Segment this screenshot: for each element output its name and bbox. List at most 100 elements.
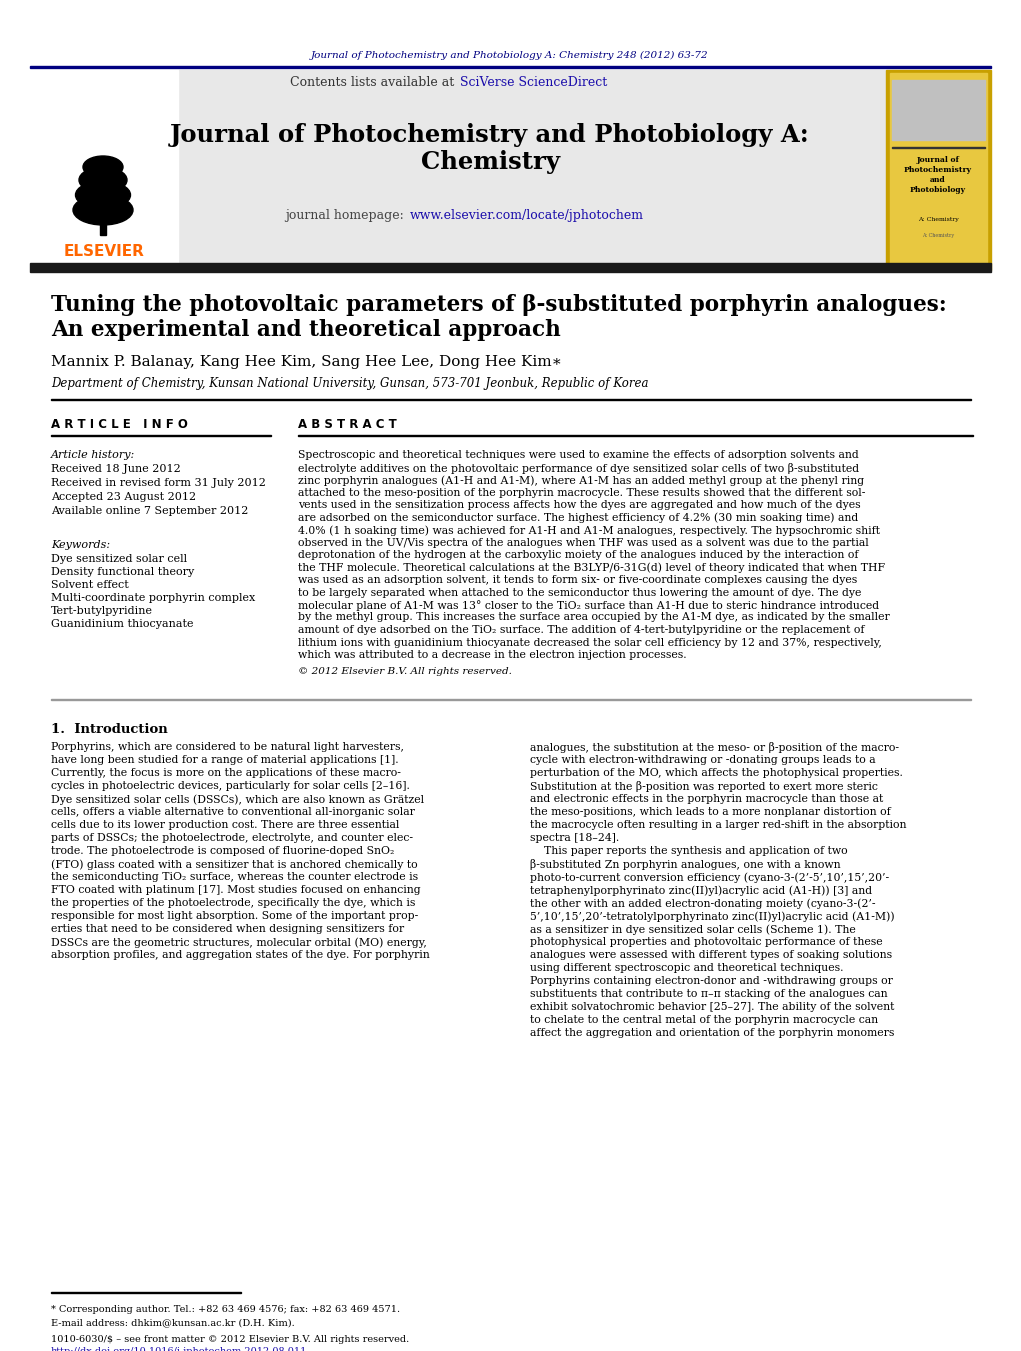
Bar bbox=[886, 70, 991, 270]
Bar bbox=[30, 65, 991, 68]
Text: Dye sensitized solar cells (DSSCs), which are also known as Grätzel: Dye sensitized solar cells (DSSCs), whic… bbox=[51, 794, 424, 805]
Text: spectra [18–24].: spectra [18–24]. bbox=[530, 834, 620, 843]
Text: Tert-butylpyridine: Tert-butylpyridine bbox=[51, 607, 153, 616]
Bar bbox=[892, 80, 985, 141]
Text: Accepted 23 August 2012: Accepted 23 August 2012 bbox=[51, 492, 196, 503]
Text: www.elsevier.com/locate/jphotochem: www.elsevier.com/locate/jphotochem bbox=[410, 208, 644, 222]
Text: tetraphenylporphyrinato zinc(II)yl)acrylic acid (A1-H)) [3] and: tetraphenylporphyrinato zinc(II)yl)acryl… bbox=[530, 885, 872, 896]
Text: zinc porphyrin analogues (A1-H and A1-M), where A1-M has an added methyl group a: zinc porphyrin analogues (A1-H and A1-M)… bbox=[298, 476, 864, 485]
Text: exhibit solvatochromic behavior [25–27]. The ability of the solvent: exhibit solvatochromic behavior [25–27].… bbox=[530, 1002, 894, 1012]
Text: 5’,10’,15’,20’-tetratolylporphyrinato zinc(II)yl)acrylic acid (A1-M)): 5’,10’,15’,20’-tetratolylporphyrinato zi… bbox=[530, 911, 894, 921]
Bar bbox=[100, 209, 106, 235]
Text: Contents lists available at: Contents lists available at bbox=[290, 77, 458, 89]
Text: analogues, the substitution at the meso- or β-position of the macro-: analogues, the substitution at the meso-… bbox=[530, 742, 900, 753]
Text: A: Chemistry: A: Chemistry bbox=[922, 232, 954, 238]
Text: Journal of Photochemistry and Photobiology A:: Journal of Photochemistry and Photobiolo… bbox=[171, 123, 810, 147]
Text: cells due to its lower production cost. There are three essential: cells due to its lower production cost. … bbox=[51, 820, 399, 830]
Text: © 2012 Elsevier B.V. All rights reserved.: © 2012 Elsevier B.V. All rights reserved… bbox=[298, 666, 512, 676]
Text: β-substituted Zn porphyrin analogues, one with a known: β-substituted Zn porphyrin analogues, on… bbox=[530, 859, 840, 870]
Text: FTO coated with platinum [17]. Most studies focused on enhancing: FTO coated with platinum [17]. Most stud… bbox=[51, 885, 421, 894]
Text: Guanidinium thiocyanate: Guanidinium thiocyanate bbox=[51, 619, 194, 630]
Text: absorption profiles, and aggregation states of the dye. For porphyrin: absorption profiles, and aggregation sta… bbox=[51, 950, 430, 961]
Text: the macrocycle often resulting in a larger red-shift in the absorption: the macrocycle often resulting in a larg… bbox=[530, 820, 907, 830]
Text: E-mail address: dhkim@kunsan.ac.kr (D.H. Kim).: E-mail address: dhkim@kunsan.ac.kr (D.H.… bbox=[51, 1319, 295, 1327]
Text: attached to the meso-position of the porphyrin macrocycle. These results showed : attached to the meso-position of the por… bbox=[298, 488, 866, 497]
Text: to be largely separated when attached to the semiconductor thus lowering the amo: to be largely separated when attached to… bbox=[298, 588, 862, 597]
Text: affect the aggregation and orientation of the porphyrin monomers: affect the aggregation and orientation o… bbox=[530, 1028, 894, 1038]
Text: Tuning the photovoltaic parameters of β-substituted porphyrin analogues:: Tuning the photovoltaic parameters of β-… bbox=[51, 295, 946, 316]
Text: trode. The photoelectrode is composed of fluorine-doped SnO₂: trode. The photoelectrode is composed of… bbox=[51, 846, 394, 857]
Text: Porphyrins containing electron-donor and -withdrawing groups or: Porphyrins containing electron-donor and… bbox=[530, 975, 893, 986]
Text: analogues were assessed with different types of soaking solutions: analogues were assessed with different t… bbox=[530, 950, 892, 961]
Bar bbox=[892, 146, 985, 149]
Text: Journal of
Photochemistry
and
Photobiology: Journal of Photochemistry and Photobiolo… bbox=[904, 157, 972, 193]
Text: Dye sensitized solar cell: Dye sensitized solar cell bbox=[51, 554, 187, 563]
Text: * Corresponding author. Tel.: +82 63 469 4576; fax: +82 63 469 4571.: * Corresponding author. Tel.: +82 63 469… bbox=[51, 1305, 400, 1315]
Text: erties that need to be considered when designing sensitizers for: erties that need to be considered when d… bbox=[51, 924, 404, 934]
Text: Substitution at the β-position was reported to exert more steric: Substitution at the β-position was repor… bbox=[530, 781, 878, 792]
Text: Solvent effect: Solvent effect bbox=[51, 580, 129, 590]
Text: have long been studied for a range of material applications [1].: have long been studied for a range of ma… bbox=[51, 755, 398, 765]
Text: Spectroscopic and theoretical techniques were used to examine the effects of ads: Spectroscopic and theoretical techniques… bbox=[298, 450, 859, 459]
Text: Department of Chemistry, Kunsan National University, Gunsan, 573-701 Jeonbuk, Re: Department of Chemistry, Kunsan National… bbox=[51, 377, 648, 389]
Text: 1.  Introduction: 1. Introduction bbox=[51, 723, 167, 736]
Text: DSSCs are the geometric structures, molecular orbital (MO) energy,: DSSCs are the geometric structures, mole… bbox=[51, 938, 427, 947]
Text: Received 18 June 2012: Received 18 June 2012 bbox=[51, 463, 181, 474]
Text: Available online 7 September 2012: Available online 7 September 2012 bbox=[51, 507, 248, 516]
Text: Porphyrins, which are considered to be natural light harvesters,: Porphyrins, which are considered to be n… bbox=[51, 742, 404, 753]
Text: lithium ions with guanidinium thiocyanate decreased the solar cell efficiency by: lithium ions with guanidinium thiocyanat… bbox=[298, 638, 882, 647]
Text: Keywords:: Keywords: bbox=[51, 540, 110, 550]
Text: which was attributed to a decrease in the electron injection processes.: which was attributed to a decrease in th… bbox=[298, 650, 687, 661]
Text: Multi-coordinate porphyrin complex: Multi-coordinate porphyrin complex bbox=[51, 593, 255, 603]
Text: Chemistry: Chemistry bbox=[421, 150, 560, 174]
Text: the other with an added electron-donating moiety (cyano-3-(2’-: the other with an added electron-donatin… bbox=[530, 898, 875, 909]
Ellipse shape bbox=[79, 168, 127, 193]
Text: electrolyte additives on the photovoltaic performance of dye sensitized solar ce: electrolyte additives on the photovoltai… bbox=[298, 462, 859, 473]
Text: molecular plane of A1-M was 13° closer to the TiO₂ surface than A1-H due to ster: molecular plane of A1-M was 13° closer t… bbox=[298, 600, 879, 611]
Text: Mannix P. Balanay, Kang Hee Kim, Sang Hee Lee, Dong Hee Kim∗: Mannix P. Balanay, Kang Hee Kim, Sang He… bbox=[51, 355, 562, 369]
Text: A: Chemistry: A: Chemistry bbox=[918, 218, 959, 223]
Text: substituents that contribute to π–π stacking of the analogues can: substituents that contribute to π–π stac… bbox=[530, 989, 887, 998]
Bar bbox=[890, 73, 987, 267]
Bar bbox=[30, 263, 991, 272]
Text: cycle with electron-withdrawing or -donating groups leads to a: cycle with electron-withdrawing or -dona… bbox=[530, 755, 876, 765]
Text: 1010-6030/$ – see front matter © 2012 Elsevier B.V. All rights reserved.: 1010-6030/$ – see front matter © 2012 El… bbox=[51, 1335, 409, 1344]
Text: photophysical properties and photovoltaic performance of these: photophysical properties and photovoltai… bbox=[530, 938, 882, 947]
Text: are adsorbed on the semiconductor surface. The highest efficiency of 4.2% (30 mi: are adsorbed on the semiconductor surfac… bbox=[298, 512, 859, 523]
Text: journal homepage:: journal homepage: bbox=[285, 208, 408, 222]
Text: responsible for most light absorption. Some of the important prop-: responsible for most light absorption. S… bbox=[51, 911, 419, 921]
Text: 4.0% (1 h soaking time) was achieved for A1-H and A1-M analogues, respectively. : 4.0% (1 h soaking time) was achieved for… bbox=[298, 526, 880, 535]
Text: by the methyl group. This increases the surface area occupied by the A1-M dye, a: by the methyl group. This increases the … bbox=[298, 612, 889, 623]
Text: An experimental and theoretical approach: An experimental and theoretical approach bbox=[51, 319, 561, 340]
Text: ELSEVIER: ELSEVIER bbox=[63, 245, 144, 259]
Text: cycles in photoelectric devices, particularly for solar cells [2–16].: cycles in photoelectric devices, particu… bbox=[51, 781, 409, 790]
Ellipse shape bbox=[83, 155, 123, 178]
Text: the semiconducting TiO₂ surface, whereas the counter electrode is: the semiconducting TiO₂ surface, whereas… bbox=[51, 871, 419, 882]
Text: photo-to-current conversion efficiency (cyano-3-(2’-5’,10’,15’,20’-: photo-to-current conversion efficiency (… bbox=[530, 871, 889, 882]
Text: and electronic effects in the porphyrin macrocycle than those at: and electronic effects in the porphyrin … bbox=[530, 794, 883, 804]
Text: to chelate to the central metal of the porphyrin macrocycle can: to chelate to the central metal of the p… bbox=[530, 1015, 878, 1025]
Text: was used as an adsorption solvent, it tends to form six- or five-coordinate comp: was used as an adsorption solvent, it te… bbox=[298, 576, 858, 585]
Text: http://dx.doi.org/10.1016/j.jphotochem.2012.08.011: http://dx.doi.org/10.1016/j.jphotochem.2… bbox=[51, 1347, 307, 1351]
Text: This paper reports the synthesis and application of two: This paper reports the synthesis and app… bbox=[530, 846, 847, 857]
Bar bbox=[30, 70, 178, 270]
Text: perturbation of the MO, which affects the photophysical properties.: perturbation of the MO, which affects th… bbox=[530, 767, 903, 778]
Bar bbox=[178, 70, 886, 270]
Text: as a sensitizer in dye sensitized solar cells (Scheme 1). The: as a sensitizer in dye sensitized solar … bbox=[530, 924, 856, 935]
Text: the THF molecule. Theoretical calculations at the B3LYP/6-31G(d) level of theory: the THF molecule. Theoretical calculatio… bbox=[298, 562, 885, 573]
Text: using different spectroscopic and theoretical techniques.: using different spectroscopic and theore… bbox=[530, 963, 843, 973]
Text: Journal of Photochemistry and Photobiology A: Chemistry 248 (2012) 63-72: Journal of Photochemistry and Photobiolo… bbox=[311, 50, 709, 59]
Text: Density functional theory: Density functional theory bbox=[51, 567, 194, 577]
Text: A B S T R A C T: A B S T R A C T bbox=[298, 419, 397, 431]
Text: vents used in the sensitization process affects how the dyes are aggregated and : vents used in the sensitization process … bbox=[298, 500, 861, 509]
Text: observed in the UV/Vis spectra of the analogues when THF was used as a solvent w: observed in the UV/Vis spectra of the an… bbox=[298, 538, 869, 547]
Text: parts of DSSCs; the photoelectrode, electrolyte, and counter elec-: parts of DSSCs; the photoelectrode, elec… bbox=[51, 834, 414, 843]
Text: the meso-positions, which leads to a more nonplanar distortion of: the meso-positions, which leads to a mor… bbox=[530, 807, 890, 817]
Text: the properties of the photoelectrode, specifically the dye, which is: the properties of the photoelectrode, sp… bbox=[51, 898, 416, 908]
Text: Received in revised form 31 July 2012: Received in revised form 31 July 2012 bbox=[51, 478, 265, 488]
Text: deprotonation of the hydrogen at the carboxylic moiety of the analogues induced : deprotonation of the hydrogen at the car… bbox=[298, 550, 859, 561]
Text: amount of dye adsorbed on the TiO₂ surface. The addition of 4-tert-butylpyridine: amount of dye adsorbed on the TiO₂ surfa… bbox=[298, 626, 865, 635]
Text: A R T I C L E   I N F O: A R T I C L E I N F O bbox=[51, 419, 188, 431]
Text: SciVerse ScienceDirect: SciVerse ScienceDirect bbox=[460, 77, 607, 89]
Text: cells, offers a viable alternative to conventional all-inorganic solar: cells, offers a viable alternative to co… bbox=[51, 807, 415, 817]
